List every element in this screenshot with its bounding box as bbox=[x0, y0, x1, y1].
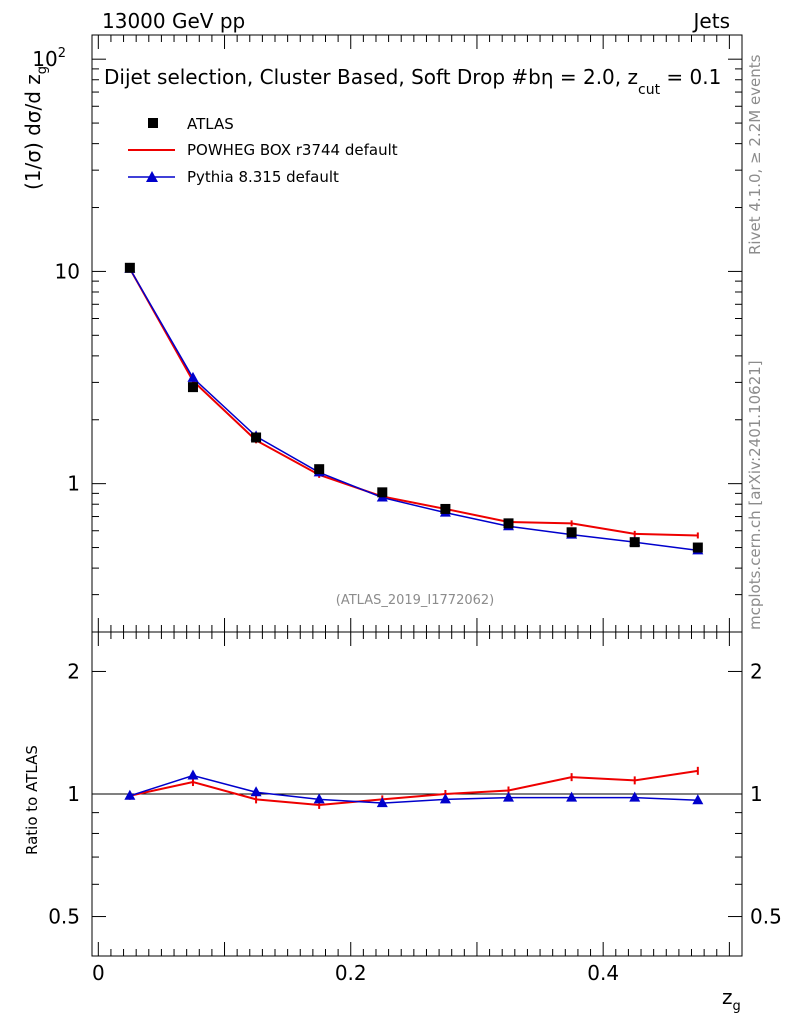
legend-label-atlas: ATLAS bbox=[187, 115, 234, 133]
y-tick-label: 10 bbox=[55, 259, 80, 283]
plot-title-beta: η = 2.0, z bbox=[541, 65, 638, 89]
atlas-point bbox=[630, 537, 640, 547]
header-right: Jets bbox=[692, 9, 730, 33]
x-tick-label: 0 bbox=[92, 961, 105, 985]
x-tick-label: 0.4 bbox=[587, 961, 619, 985]
ratio-panel: 0.5 0.5 1 1 2 2 0 0.2 0.4 bbox=[48, 632, 782, 985]
mcplots-label: mcplots.cern.ch [arXiv:2401.10621] bbox=[746, 360, 764, 630]
atlas-point bbox=[188, 382, 198, 392]
legend-marker-atlas bbox=[148, 118, 158, 128]
x-tick-label: 0.2 bbox=[335, 961, 367, 985]
atlas-point bbox=[567, 527, 577, 537]
atlas-point bbox=[251, 432, 261, 442]
x-axis-label: zg bbox=[722, 985, 741, 1014]
ratio-series bbox=[92, 767, 742, 809]
analysis-id: (ATLAS_2019_I1772062) bbox=[336, 593, 494, 608]
header-left: 13000 GeV pp bbox=[102, 9, 245, 33]
atlas-point bbox=[693, 543, 703, 553]
ratio-y-label: Ratio to ATLAS bbox=[23, 745, 41, 855]
ratio-pythia-point bbox=[187, 770, 198, 780]
powheg-line bbox=[130, 269, 698, 536]
pythia-line bbox=[130, 269, 698, 551]
rivet-label: Rivet 4.1.0, ≥ 2.2M events bbox=[746, 54, 764, 255]
atlas-point bbox=[504, 518, 514, 528]
ratio-y-tick-label-right: 0.5 bbox=[750, 905, 782, 929]
ratio-pythia-point bbox=[503, 792, 514, 802]
legend: ATLAS POWHEG BOX r3744 default Pythia 8.… bbox=[128, 115, 398, 186]
plot-title: Dijet selection, Cluster Based, Soft Dro… bbox=[104, 65, 721, 98]
ratio-axis-ticks: 0.5 0.5 1 1 2 2 0 0.2 0.4 bbox=[48, 632, 782, 985]
legend-label-pythia: Pythia 8.315 default bbox=[187, 168, 339, 186]
ratio-y-tick-label-right: 2 bbox=[750, 659, 763, 683]
atlas-point bbox=[125, 263, 135, 273]
ratio-pythia-point bbox=[629, 792, 640, 802]
atlas-point bbox=[377, 487, 387, 497]
ratio-y-tick-label-left: 2 bbox=[67, 659, 80, 683]
ratio-y-tick-label-left: 0.5 bbox=[48, 905, 80, 929]
ratio-powheg-line bbox=[130, 771, 698, 805]
ratio-y-tick-label-right: 1 bbox=[750, 782, 763, 806]
y-tick-label: 1 bbox=[67, 472, 80, 496]
ratio-pythia-point bbox=[692, 794, 703, 804]
plot-title-rest: = 0.1 bbox=[660, 65, 721, 89]
atlas-point bbox=[314, 464, 324, 474]
legend-label-powheg: POWHEG BOX r3744 default bbox=[187, 141, 398, 159]
ratio-pythia-point bbox=[566, 792, 577, 802]
plot-title-main: Dijet selection, Cluster Based, Soft Dro… bbox=[104, 65, 541, 89]
y-tick-label-exponent: 2 bbox=[58, 46, 66, 61]
plot-canvas: 13000 GeV pp Jets Rivet 4.1.0, ≥ 2.2M ev… bbox=[0, 0, 786, 1024]
ratio-y-tick-label-left: 1 bbox=[67, 782, 80, 806]
main-y-label: (1/σ) dσ/d zg bbox=[21, 66, 50, 190]
atlas-point bbox=[440, 504, 450, 514]
plot-title-sub: cut bbox=[638, 82, 661, 98]
main-series bbox=[124, 263, 703, 555]
